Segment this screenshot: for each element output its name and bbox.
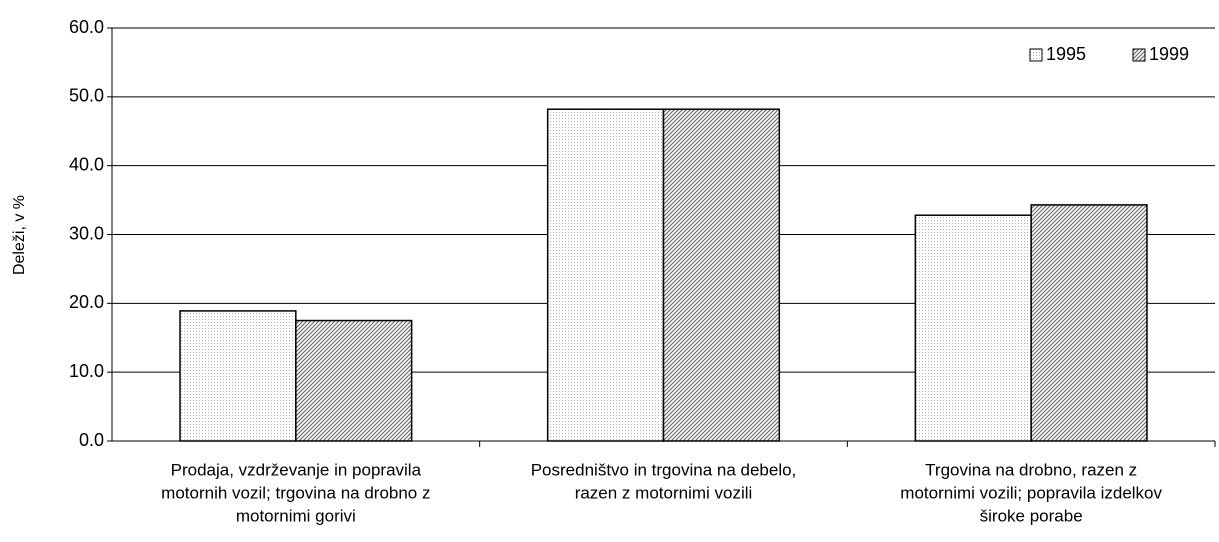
bar [179, 310, 297, 442]
legend-swatch [1132, 48, 1146, 62]
y-tick-label: 20.0 [69, 292, 104, 312]
bar [914, 214, 1032, 442]
x-tick-label: Trgovina na drobno, razen z [925, 460, 1137, 479]
legend-swatch [1029, 48, 1043, 62]
y-tick-label: 60.0 [69, 17, 104, 37]
x-tick-label: motornimi vozili; popravila izdelkov [900, 483, 1162, 502]
x-tick-label: Prodaja, vzdrževanje in popravila [171, 460, 422, 479]
y-tick-label: 30.0 [69, 223, 104, 243]
legend-label: 1995 [1046, 44, 1086, 64]
bar [662, 108, 781, 442]
x-tick-label: široke porabe [980, 506, 1083, 525]
y-axis-label: Deleži, v % [11, 195, 28, 275]
x-tick-label: razen z motornimi vozili [575, 483, 753, 502]
x-tick-label: motornih vozil; trgovina na drobno z [161, 483, 430, 502]
bar [1030, 204, 1148, 442]
x-tick-label: Posredništvo in trgovina na debelo, [531, 460, 797, 479]
legend-label: 1999 [1149, 44, 1189, 64]
bar [546, 108, 665, 442]
y-tick-label: 10.0 [69, 361, 104, 381]
x-tick-label: motornimi gorivi [236, 506, 356, 525]
y-tick-label: 40.0 [69, 154, 104, 174]
y-tick-label: 0.0 [79, 430, 104, 450]
bar [295, 319, 413, 442]
y-tick-label: 50.0 [69, 86, 104, 106]
